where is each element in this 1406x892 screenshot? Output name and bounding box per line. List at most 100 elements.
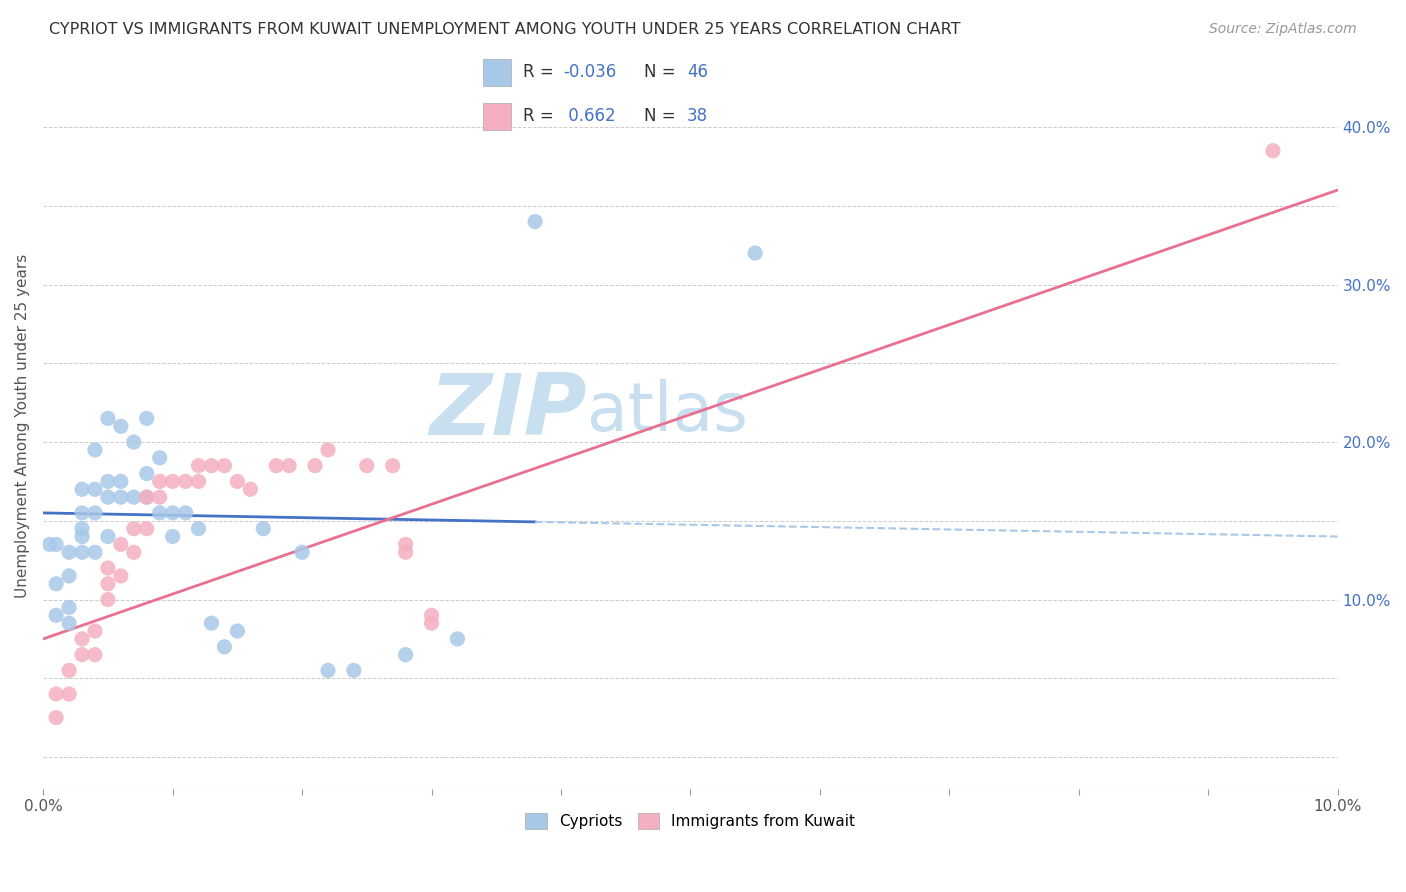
Point xyxy=(200,616,222,631)
Point xyxy=(214,640,236,654)
Point xyxy=(264,458,287,473)
Point xyxy=(122,545,145,559)
Point xyxy=(84,483,107,497)
Text: R =: R = xyxy=(523,107,560,125)
Point xyxy=(524,214,547,228)
Point xyxy=(97,490,120,504)
Point xyxy=(97,561,120,575)
Point xyxy=(395,545,418,559)
Point xyxy=(162,475,184,489)
FancyBboxPatch shape xyxy=(482,103,512,130)
Point xyxy=(135,490,157,504)
Point xyxy=(214,458,236,473)
Point xyxy=(187,458,209,473)
Point xyxy=(135,467,157,481)
Point xyxy=(162,506,184,520)
Text: N =: N = xyxy=(644,63,681,81)
Point xyxy=(110,475,132,489)
Point xyxy=(45,576,67,591)
Text: atlas: atlas xyxy=(586,379,748,445)
Point xyxy=(70,545,93,559)
Point xyxy=(239,483,262,497)
Point xyxy=(122,522,145,536)
Point xyxy=(316,442,339,457)
Point xyxy=(58,616,80,631)
Point xyxy=(58,664,80,678)
Point xyxy=(149,475,172,489)
Point xyxy=(174,506,197,520)
Point xyxy=(149,490,172,504)
Point xyxy=(84,648,107,662)
Point xyxy=(70,529,93,543)
Text: Source: ZipAtlas.com: Source: ZipAtlas.com xyxy=(1209,22,1357,37)
Point xyxy=(58,600,80,615)
Point xyxy=(135,522,157,536)
Point xyxy=(84,506,107,520)
Point xyxy=(149,506,172,520)
Point xyxy=(149,450,172,465)
Point xyxy=(38,537,60,551)
Point xyxy=(1261,144,1284,158)
FancyBboxPatch shape xyxy=(482,59,512,86)
Point xyxy=(252,522,274,536)
Point xyxy=(110,490,132,504)
Point xyxy=(135,411,157,425)
Point xyxy=(70,483,93,497)
Point xyxy=(135,490,157,504)
Point xyxy=(343,664,366,678)
Point xyxy=(304,458,326,473)
Text: R =: R = xyxy=(523,63,560,81)
Point xyxy=(45,608,67,623)
Point xyxy=(226,624,249,638)
Point xyxy=(58,687,80,701)
Point xyxy=(291,545,314,559)
Text: 38: 38 xyxy=(688,107,709,125)
Point xyxy=(744,246,766,260)
Text: -0.036: -0.036 xyxy=(564,63,616,81)
Point xyxy=(70,632,93,646)
Point xyxy=(162,529,184,543)
Point xyxy=(110,419,132,434)
Point xyxy=(187,475,209,489)
Point xyxy=(110,569,132,583)
Text: N =: N = xyxy=(644,107,681,125)
Point xyxy=(70,648,93,662)
Point xyxy=(45,711,67,725)
Point xyxy=(395,537,418,551)
Text: ZIP: ZIP xyxy=(429,370,586,453)
Point xyxy=(122,490,145,504)
Point xyxy=(187,522,209,536)
Point xyxy=(420,608,443,623)
Point xyxy=(381,458,404,473)
Point xyxy=(174,475,197,489)
Point xyxy=(97,592,120,607)
Point xyxy=(97,529,120,543)
Point xyxy=(97,576,120,591)
Point xyxy=(97,411,120,425)
Point xyxy=(84,545,107,559)
Point xyxy=(122,435,145,450)
Text: 0.662: 0.662 xyxy=(564,107,616,125)
Point xyxy=(446,632,468,646)
Point xyxy=(58,569,80,583)
Point xyxy=(97,475,120,489)
Point xyxy=(110,537,132,551)
Point xyxy=(45,687,67,701)
Point xyxy=(58,545,80,559)
Point xyxy=(84,442,107,457)
Point xyxy=(356,458,378,473)
Text: CYPRIOT VS IMMIGRANTS FROM KUWAIT UNEMPLOYMENT AMONG YOUTH UNDER 25 YEARS CORREL: CYPRIOT VS IMMIGRANTS FROM KUWAIT UNEMPL… xyxy=(49,22,960,37)
Point xyxy=(316,664,339,678)
Point xyxy=(70,506,93,520)
Point xyxy=(70,522,93,536)
Y-axis label: Unemployment Among Youth under 25 years: Unemployment Among Youth under 25 years xyxy=(15,254,30,599)
Point xyxy=(395,648,418,662)
Point xyxy=(226,475,249,489)
Point xyxy=(200,458,222,473)
Point xyxy=(420,616,443,631)
Legend: Cypriots, Immigrants from Kuwait: Cypriots, Immigrants from Kuwait xyxy=(519,807,862,835)
Point xyxy=(84,624,107,638)
Point xyxy=(45,537,67,551)
Point xyxy=(278,458,301,473)
Text: 46: 46 xyxy=(688,63,709,81)
